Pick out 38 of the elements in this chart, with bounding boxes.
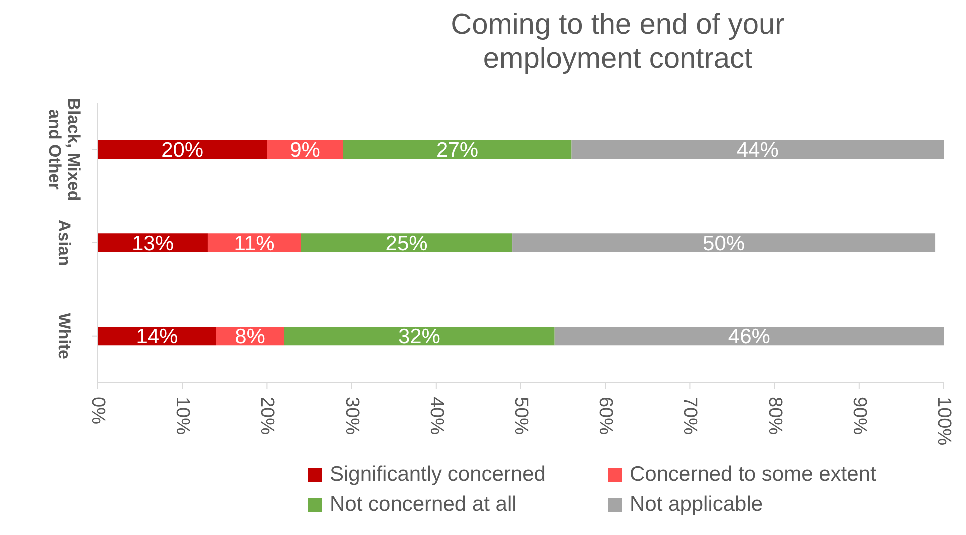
y-tick-label: Asian [55, 220, 74, 266]
bar [554, 327, 944, 346]
data-label: 50% [703, 232, 746, 256]
data-label: 32% [398, 326, 440, 349]
legend-label: Concerned to some extent [630, 463, 876, 487]
bar [98, 140, 268, 159]
x-tick-label: 40% [426, 397, 447, 436]
y-tick-label: Black, Mixed and Other [46, 98, 84, 202]
data-label: 27% [436, 139, 479, 162]
legend-label: Significantly concerned [330, 463, 546, 487]
data-label: 11% [234, 232, 275, 256]
y-tick-label: White [55, 313, 74, 360]
data-label: 9% [290, 139, 320, 162]
bar [572, 140, 944, 159]
data-label: 44% [736, 139, 779, 162]
bar [512, 234, 936, 252]
bar [301, 234, 513, 252]
data-label: 13% [132, 232, 174, 256]
bar [343, 140, 572, 159]
chart-title: Coming to the end of your employment contract [450, 8, 786, 77]
data-label: 14% [136, 326, 178, 349]
x-tick-label: 0% [88, 397, 108, 425]
x-tick-label: 60% [595, 397, 616, 436]
data-label: 20% [162, 139, 204, 162]
legend-label: Not concerned at all [330, 493, 517, 517]
x-tick-label: 90% [848, 397, 870, 436]
bar [284, 327, 555, 346]
data-label: 46% [728, 326, 770, 349]
x-tick-label: 20% [256, 397, 278, 436]
data-label: 8% [235, 326, 266, 349]
x-tick-label: 100% [934, 397, 954, 446]
x-tick-label: 80% [764, 397, 786, 436]
x-tick-label: 70% [680, 397, 701, 436]
x-tick-label: 10% [172, 397, 194, 436]
x-tick-label: 50% [510, 397, 532, 436]
legend-label: Not applicable [630, 493, 764, 517]
x-tick-label: 30% [341, 397, 362, 436]
data-label: 25% [386, 232, 428, 256]
